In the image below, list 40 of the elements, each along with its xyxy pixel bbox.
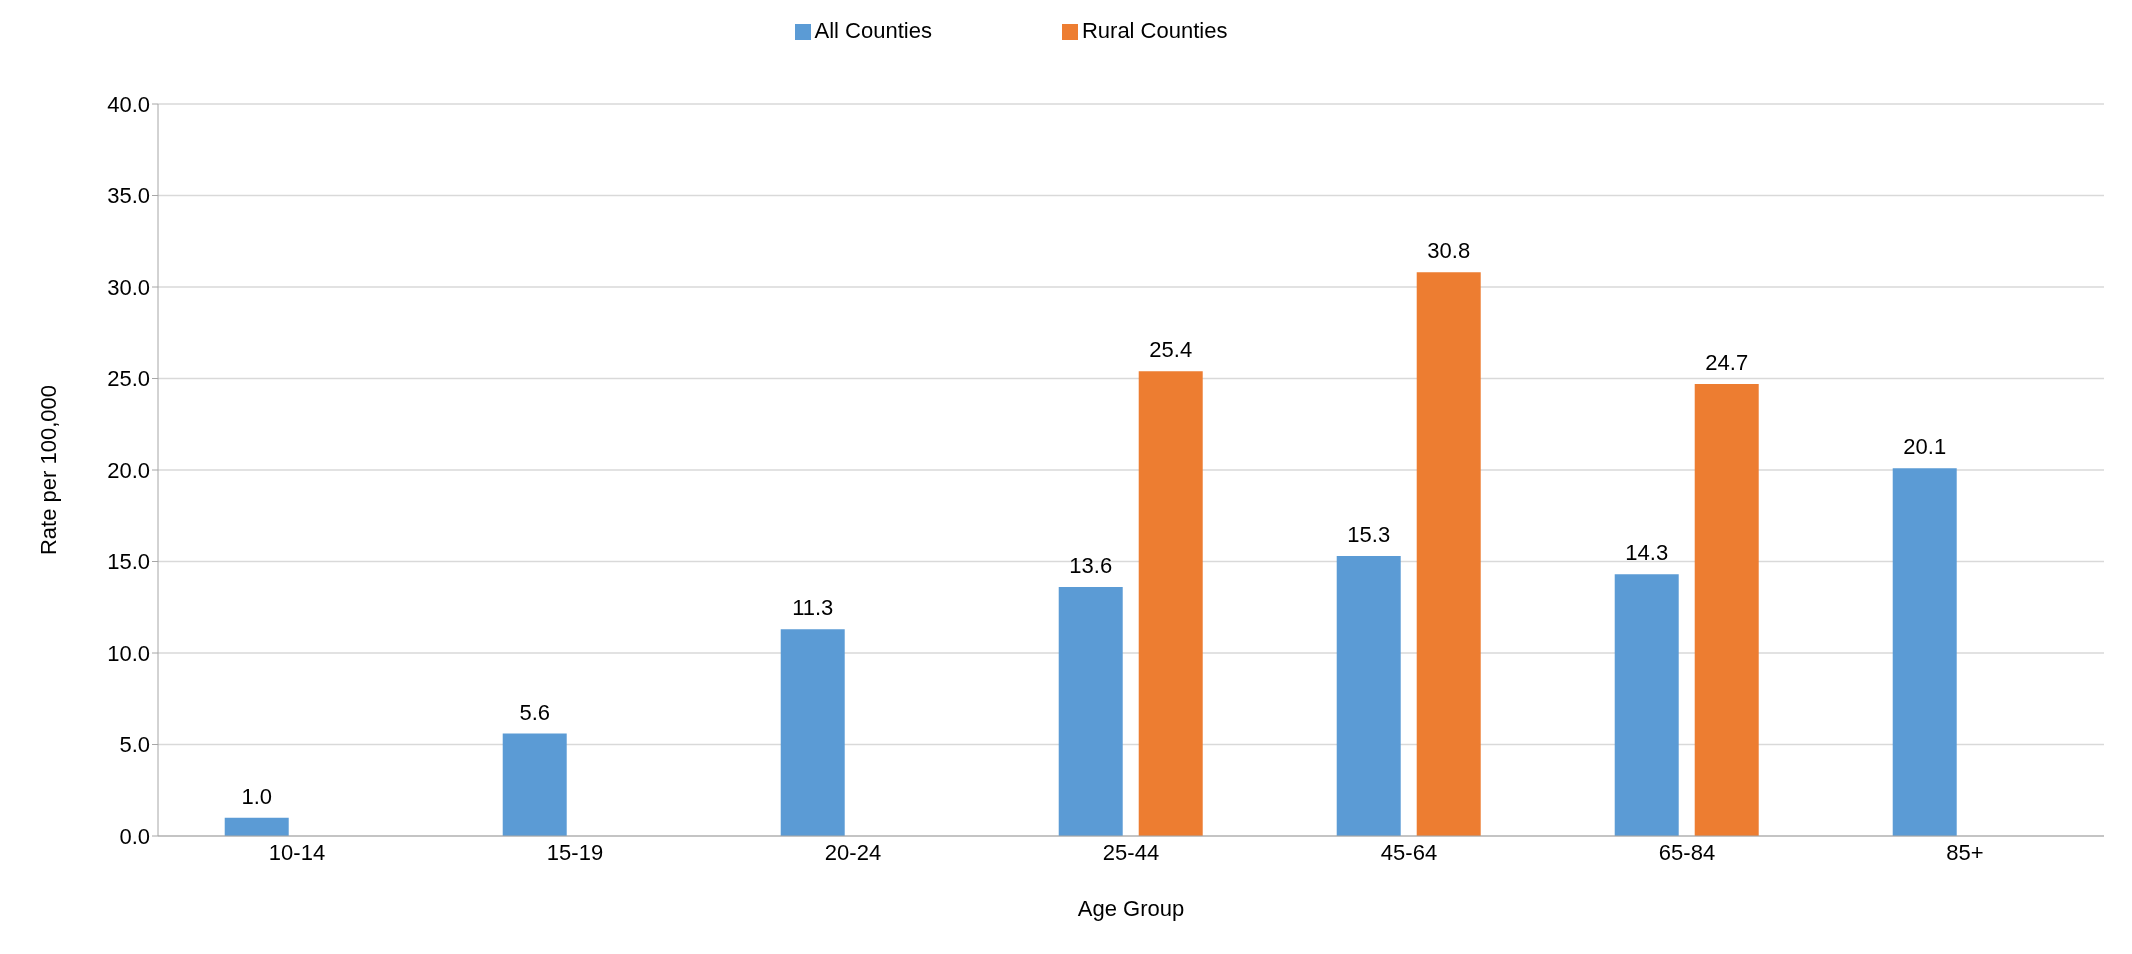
x-tick-label: 85+ (1946, 839, 1984, 865)
bar (1694, 383, 1759, 836)
x-tick-label: 25-44 (1102, 839, 1160, 865)
bar (780, 629, 845, 836)
y-tick-label: 5.0 (119, 732, 150, 758)
bar (1336, 556, 1401, 836)
data-label: 11.3 (792, 595, 834, 621)
bar (1138, 371, 1203, 836)
x-tick-label: 65-84 (1658, 839, 1716, 865)
x-tick-label: 15-19 (546, 839, 604, 865)
y-tick-label: 25.0 (107, 366, 150, 392)
bar (224, 817, 289, 836)
data-label: 15.3 (1347, 522, 1391, 548)
legend-label: All Counties (814, 18, 932, 43)
x-axis-title: Age Group (1077, 896, 1185, 921)
y-tick-label: 35.0 (107, 183, 150, 209)
data-label: 30.8 (1427, 238, 1471, 264)
y-tick-label: 30.0 (107, 274, 150, 300)
data-label: 13.6 (1069, 553, 1113, 579)
data-label: 5.6 (519, 699, 551, 725)
data-label: 20.1 (1903, 434, 1947, 460)
y-tick-label: 40.0 (107, 91, 150, 117)
y-tick-label: 0.0 (119, 823, 150, 849)
data-label: 24.7 (1705, 349, 1749, 375)
data-label: 1.0 (241, 783, 273, 809)
bar (1892, 468, 1957, 836)
x-tick-label: 20-24 (824, 839, 882, 865)
bar (1058, 587, 1123, 836)
x-tick-label: 45-64 (1380, 839, 1438, 865)
y-tick-label: 15.0 (107, 549, 150, 575)
data-label: 25.4 (1149, 337, 1193, 363)
bar (502, 733, 567, 836)
bar (1614, 574, 1679, 836)
y-axis-title: Rate per 100,000 (35, 384, 61, 556)
data-label: 14.3 (1625, 540, 1669, 566)
x-tick-label: 10-14 (268, 839, 326, 865)
legend-label: Rural Counties (1081, 18, 1228, 43)
y-tick-label: 20.0 (107, 457, 150, 483)
y-tick-label: 10.0 (107, 640, 150, 666)
bar (1416, 272, 1481, 836)
